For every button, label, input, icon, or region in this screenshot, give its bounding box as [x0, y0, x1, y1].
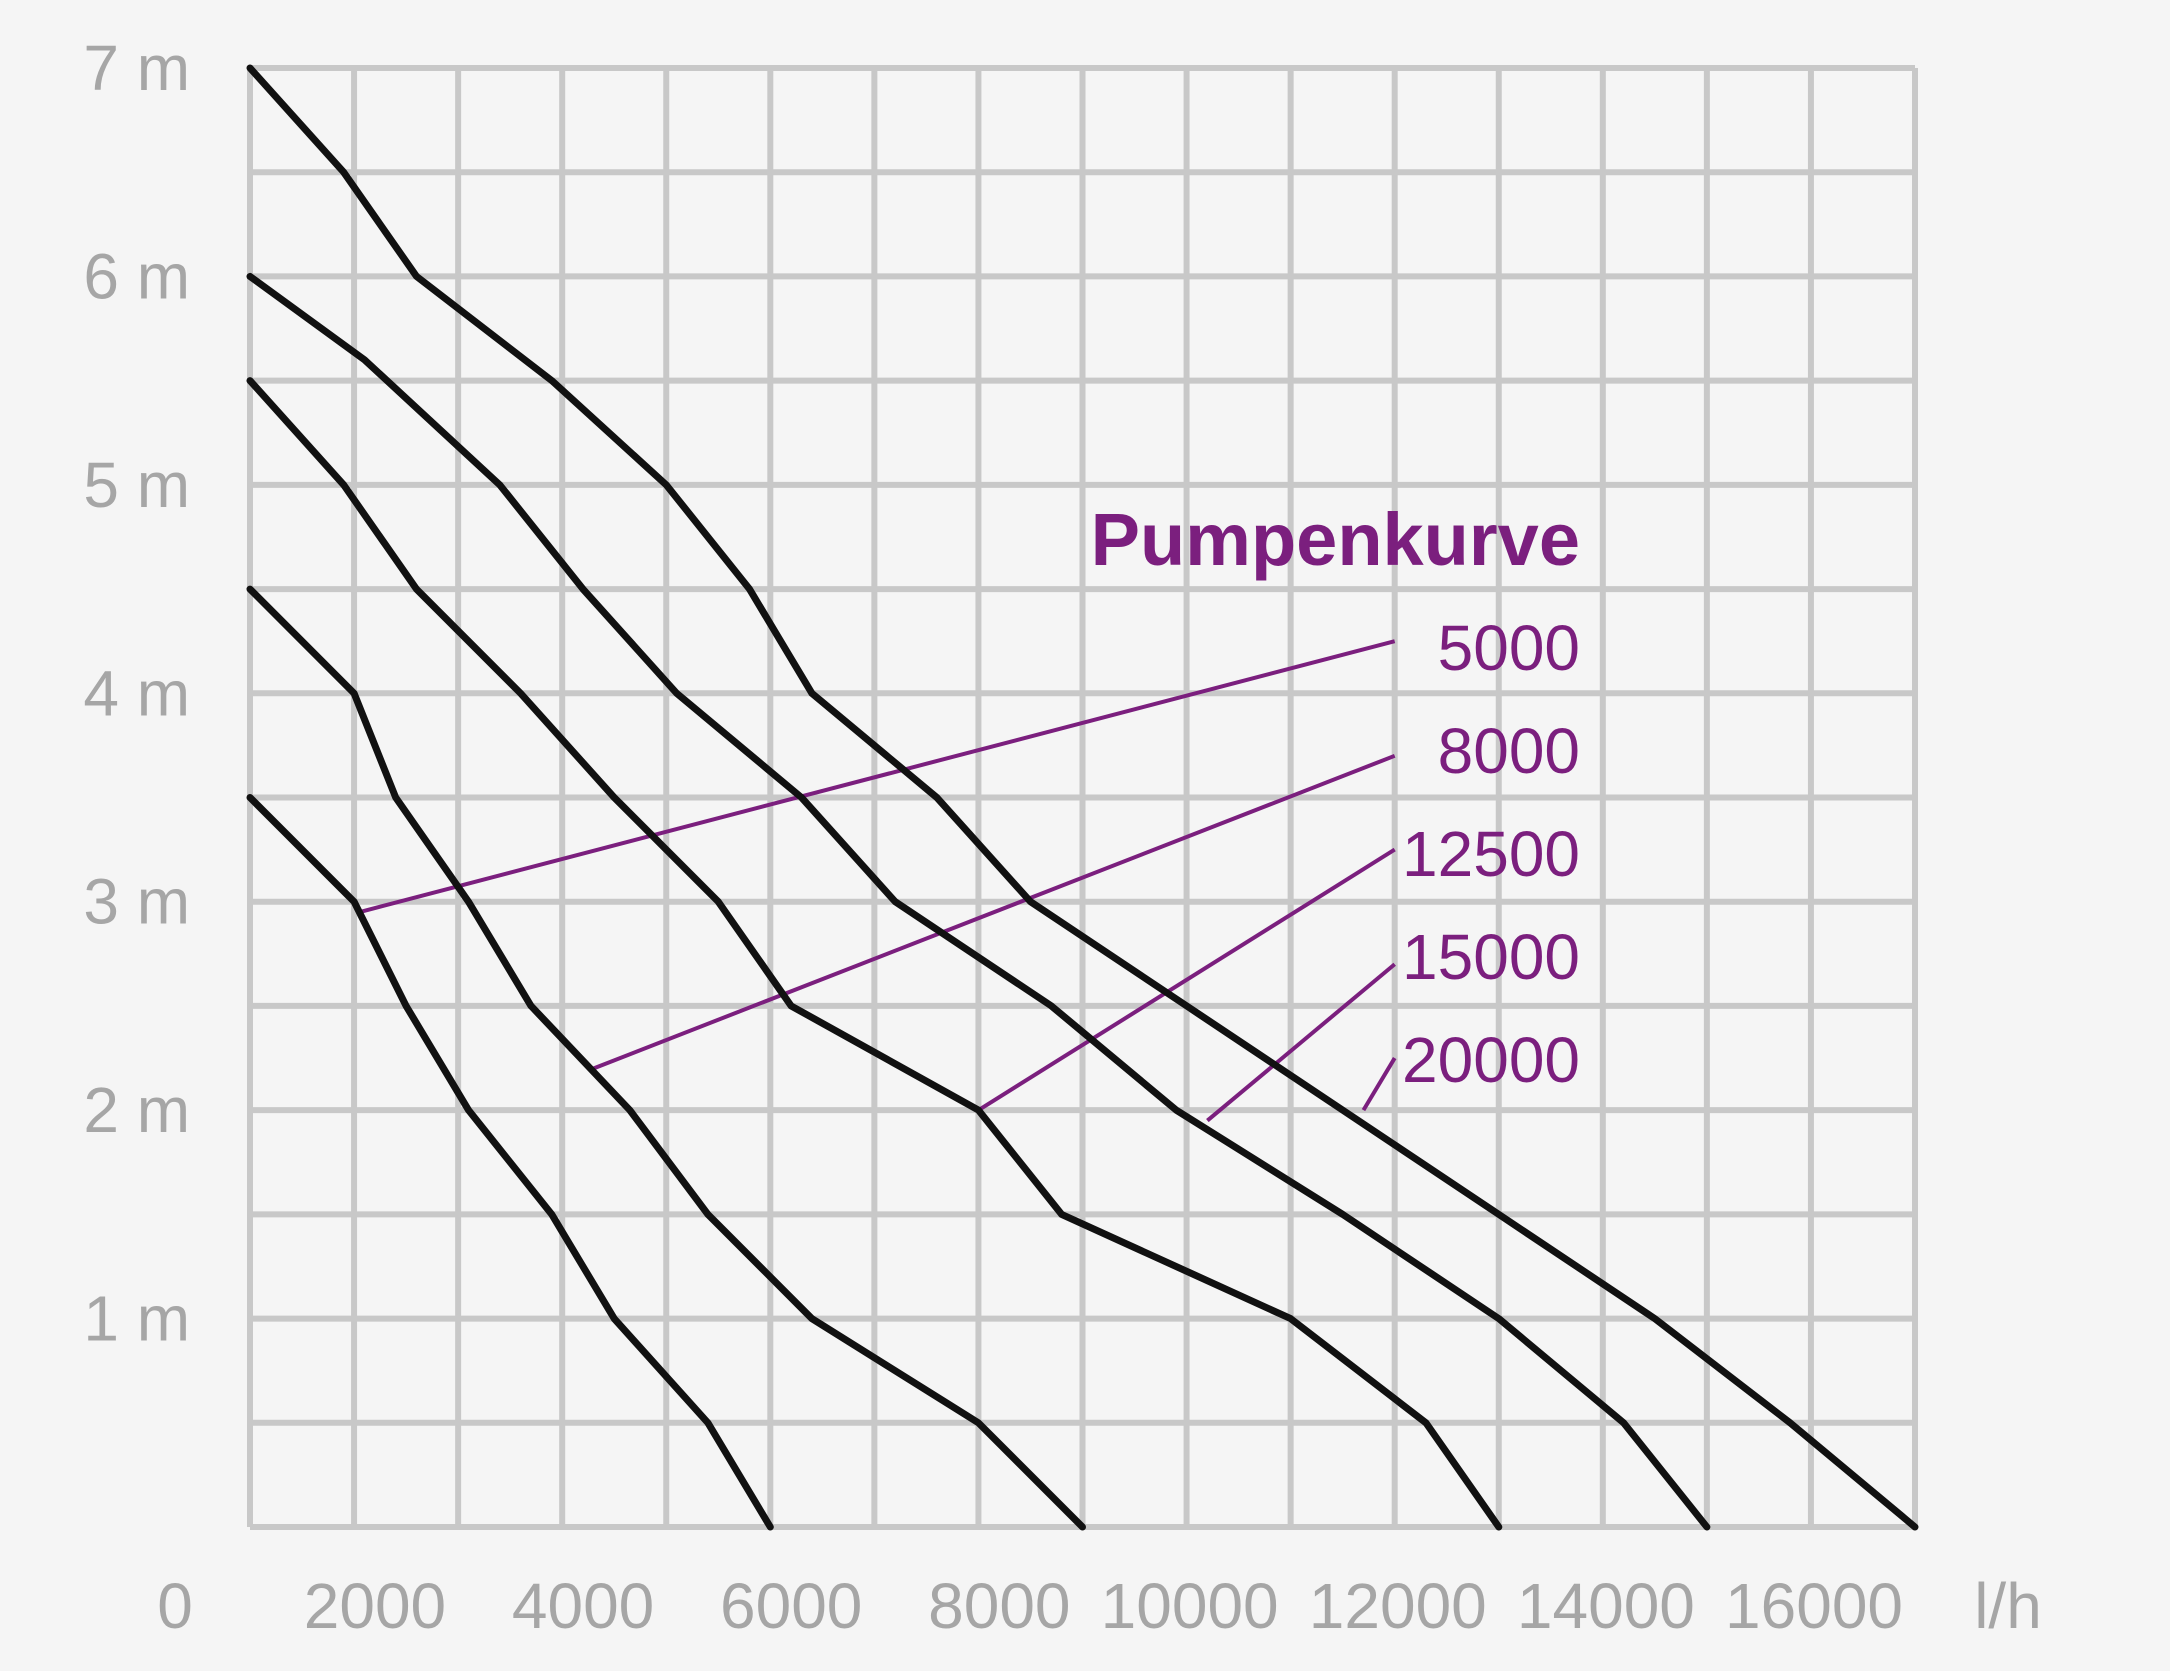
- legend-label-5000: 5000: [1438, 612, 1580, 684]
- leader-line-5000: [358, 639, 1396, 915]
- x-tick-label: 10000: [1101, 1570, 1279, 1642]
- y-tick-label: 5 m: [83, 449, 190, 521]
- y-tick-label: 1 m: [83, 1283, 190, 1355]
- leader-line-12500: [977, 847, 1396, 1112]
- x-tick-label: 6000: [720, 1570, 862, 1642]
- x-tick-label: 2000: [304, 1570, 446, 1642]
- y-tick-label: 4 m: [83, 657, 190, 729]
- x-tick-label: 12000: [1309, 1570, 1487, 1642]
- pump-curves: [246, 64, 1919, 1531]
- curve-5000: [246, 794, 774, 1531]
- curve-15000: [246, 272, 1711, 1531]
- legend-title: Pumpenkurve: [1091, 498, 1580, 581]
- legend: 5000 8000 12500 15000 20000: [1402, 612, 1580, 1096]
- x-tick-label: 4000: [512, 1570, 654, 1642]
- leader-line-8000: [592, 753, 1396, 1071]
- leader-line-15000: [1206, 962, 1396, 1123]
- legend-label-8000: 8000: [1438, 715, 1580, 787]
- y-tick-label: 6 m: [83, 240, 190, 312]
- legend-label-15000: 15000: [1402, 921, 1580, 993]
- x-unit-label: l/h: [1974, 1570, 2042, 1642]
- x-tick-label: 8000: [928, 1570, 1070, 1642]
- x-tick-label: 14000: [1517, 1570, 1695, 1642]
- x-tick-label: 16000: [1725, 1570, 1903, 1642]
- legend-label-12500: 12500: [1402, 818, 1580, 890]
- x-axis-ticks: 2000 4000 6000 8000 10000 12000 14000 16000: [304, 1570, 1903, 1642]
- y-axis-ticks: 1 m 2 m 3 m 4 m 5 m 6 m 7 m: [83, 32, 190, 1355]
- y-tick-label: 7 m: [83, 32, 190, 104]
- grid: [247, 65, 1918, 1530]
- curve-20000: [246, 64, 1919, 1531]
- curve-12500: [246, 377, 1503, 1531]
- origin-label: 0: [157, 1570, 193, 1642]
- leader-lines: [358, 639, 1397, 1123]
- y-tick-label: 2 m: [83, 1074, 190, 1146]
- curve-8000: [246, 585, 1086, 1531]
- leader-line-20000: [1361, 1057, 1397, 1112]
- y-tick-label: 3 m: [83, 866, 190, 938]
- legend-label-20000: 20000: [1402, 1024, 1580, 1096]
